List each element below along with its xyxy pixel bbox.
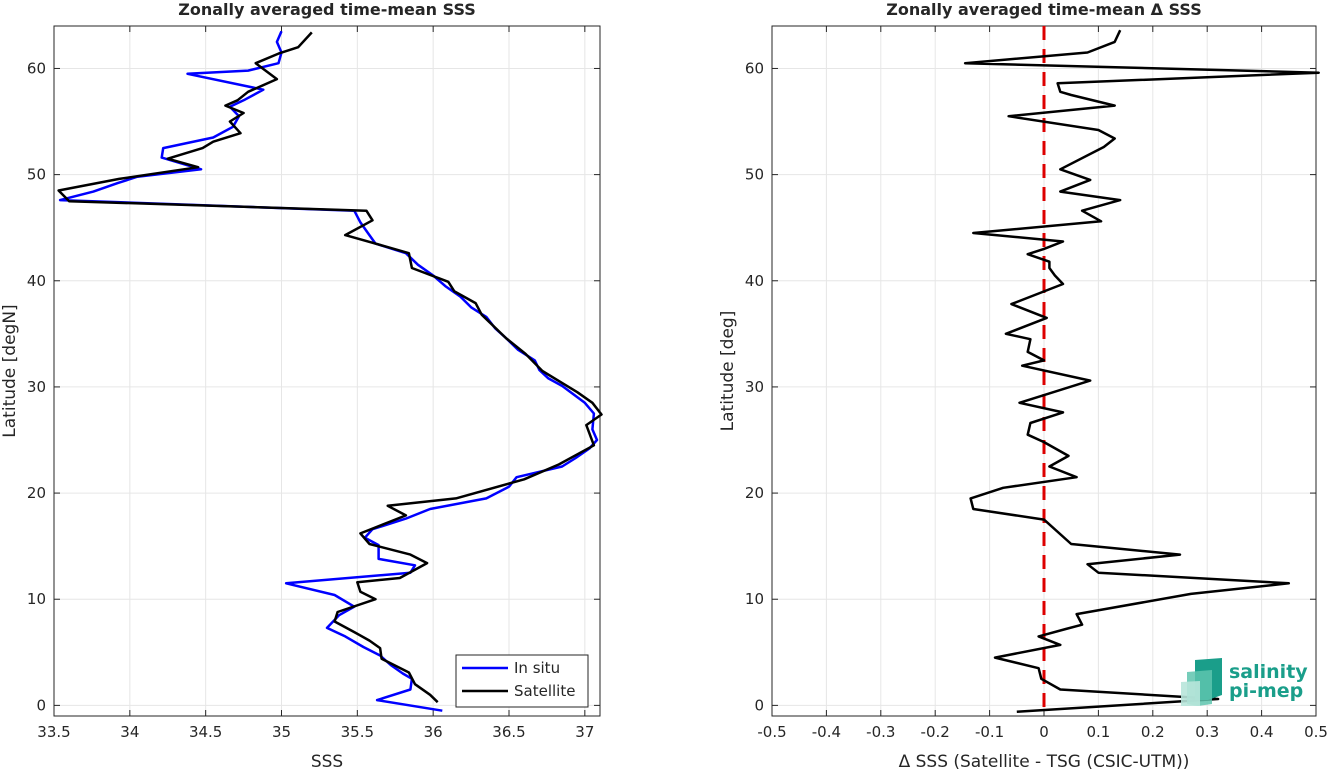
x-tick-label: 0.3 (1195, 723, 1219, 741)
tick-labels: -0.5 -0.4 -0.3 -0.2 -0.1 0 0.1 0.2 0.3 0.4 0.5 0 10 2… (745, 59, 1328, 741)
x-tick-label: 33.5 (37, 723, 70, 741)
y-tick-label: 30 (27, 378, 46, 396)
y-tick-label: 40 (27, 272, 46, 290)
series-line-delta-sss (963, 29, 1320, 714)
logo-mark-front (1181, 681, 1200, 706)
logo-text-pi-mep: pi-mep (1229, 680, 1303, 702)
legend: In situ Satellite (455, 654, 589, 708)
series-group (963, 29, 1320, 714)
x-tick-label: -0.1 (975, 723, 1004, 741)
tick-labels: 33.5 34 34.5 35 35.5 36 36.5 37 0 10 20 30 40 50 60 (27, 59, 594, 741)
x-tick-label: -0.2 (921, 723, 950, 741)
x-tick-label: -0.4 (812, 723, 841, 741)
y-tick-label: 30 (745, 378, 764, 396)
chart-title: Zonally averaged time-mean Δ SSS (886, 0, 1202, 19)
series-line-in-situ (58, 30, 599, 712)
tick-marks (53, 26, 600, 716)
x-tick-label: -0.3 (866, 723, 895, 741)
x-tick-label: 35.5 (341, 723, 374, 741)
x-axis-label: Δ SSS (Satellite - TSG (CSIC-UTM)) (899, 752, 1190, 769)
x-tick-label: 34 (120, 723, 139, 741)
y-axis-label: Latitude [degN] (0, 304, 20, 437)
y-tick-label: 50 (27, 166, 46, 184)
y-tick-label: 20 (745, 484, 764, 502)
y-tick-label: 0 (36, 696, 46, 714)
y-tick-label: 10 (27, 590, 46, 608)
chart-title: Zonally averaged time-mean SSS (178, 0, 476, 19)
salinity-pi-mep-logo: salinity pi-mep (1181, 658, 1308, 706)
axes-box (53, 25, 601, 717)
x-tick-label: 0.5 (1304, 723, 1328, 741)
x-tick-label: 0.2 (1141, 723, 1165, 741)
grid (53, 26, 600, 716)
chart-delta-sss: Zonally averaged time-mean Δ SSS -0.5 -0.… (718, 0, 1328, 769)
y-tick-label: 40 (745, 272, 764, 290)
y-tick-label: 0 (754, 696, 764, 714)
logo-text-salinity: salinity (1229, 661, 1308, 683)
y-tick-label: 60 (745, 59, 764, 77)
y-axis-label: Latitude [deg] (718, 311, 738, 432)
y-tick-label: 60 (27, 59, 46, 77)
x-tick-label: 0.4 (1250, 723, 1274, 741)
legend-label-satellite: Satellite (514, 682, 575, 700)
x-axis-label: SSS (311, 752, 343, 769)
y-tick-label: 50 (745, 166, 764, 184)
x-tick-label: 34.5 (189, 723, 222, 741)
x-tick-label: 36 (424, 723, 443, 741)
x-tick-label: 0 (1039, 723, 1049, 741)
x-tick-label: -0.5 (757, 723, 786, 741)
series-line-satellite (57, 31, 603, 704)
x-tick-label: 0.1 (1086, 723, 1110, 741)
legend-label-in-situ: In situ (514, 659, 560, 677)
y-tick-label: 20 (27, 484, 46, 502)
x-tick-label: 36.5 (492, 723, 525, 741)
y-tick-label: 10 (745, 590, 764, 608)
chart-sss: Zonally averaged time-mean SSS 33.5 34 34.… (0, 0, 603, 769)
series-group (57, 30, 603, 712)
x-tick-label: 35 (272, 723, 291, 741)
legend-box (455, 654, 589, 708)
x-tick-label: 37 (575, 723, 594, 741)
